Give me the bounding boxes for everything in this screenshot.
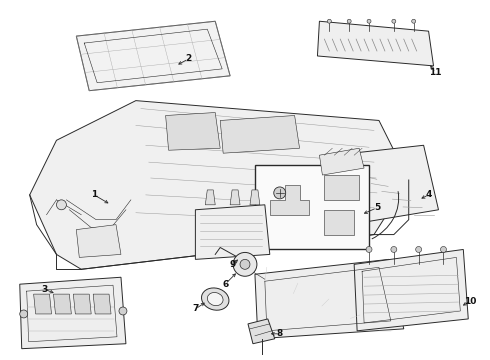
Text: 1: 1: [91, 190, 98, 199]
Polygon shape: [319, 148, 364, 175]
Ellipse shape: [201, 288, 229, 310]
Polygon shape: [205, 190, 215, 205]
Circle shape: [347, 19, 351, 23]
Circle shape: [274, 187, 286, 199]
Polygon shape: [324, 210, 354, 235]
Polygon shape: [250, 190, 260, 205]
Circle shape: [119, 307, 127, 315]
Polygon shape: [93, 294, 111, 314]
Polygon shape: [196, 205, 270, 260]
Circle shape: [20, 310, 28, 318]
Circle shape: [233, 252, 257, 276]
Circle shape: [392, 19, 396, 23]
Circle shape: [367, 19, 371, 23]
Polygon shape: [34, 294, 51, 314]
Circle shape: [56, 200, 66, 210]
Text: 8: 8: [276, 329, 283, 338]
Polygon shape: [30, 100, 409, 269]
Polygon shape: [220, 116, 299, 153]
Polygon shape: [334, 145, 439, 225]
Polygon shape: [74, 294, 91, 314]
Polygon shape: [20, 277, 126, 349]
Polygon shape: [53, 294, 72, 314]
Text: 6: 6: [222, 280, 228, 289]
Circle shape: [441, 247, 446, 252]
Polygon shape: [255, 260, 404, 339]
Polygon shape: [318, 21, 434, 66]
Circle shape: [391, 247, 397, 252]
Circle shape: [327, 19, 331, 23]
Polygon shape: [354, 249, 468, 331]
Circle shape: [416, 247, 421, 252]
Polygon shape: [270, 185, 310, 215]
Polygon shape: [76, 225, 121, 257]
Polygon shape: [166, 113, 220, 150]
Text: 10: 10: [464, 297, 476, 306]
Text: 9: 9: [230, 260, 236, 269]
Polygon shape: [248, 319, 275, 344]
Bar: [255, 165, 369, 249]
Text: 2: 2: [185, 54, 192, 63]
Circle shape: [240, 260, 250, 269]
Text: 4: 4: [425, 190, 432, 199]
Circle shape: [412, 19, 416, 23]
Text: 11: 11: [429, 68, 442, 77]
Polygon shape: [324, 175, 359, 200]
Text: 3: 3: [42, 285, 48, 294]
Circle shape: [366, 247, 372, 252]
Text: 5: 5: [374, 203, 380, 212]
Text: 7: 7: [192, 305, 198, 314]
Polygon shape: [230, 190, 240, 205]
Polygon shape: [76, 21, 230, 91]
Ellipse shape: [207, 293, 223, 306]
